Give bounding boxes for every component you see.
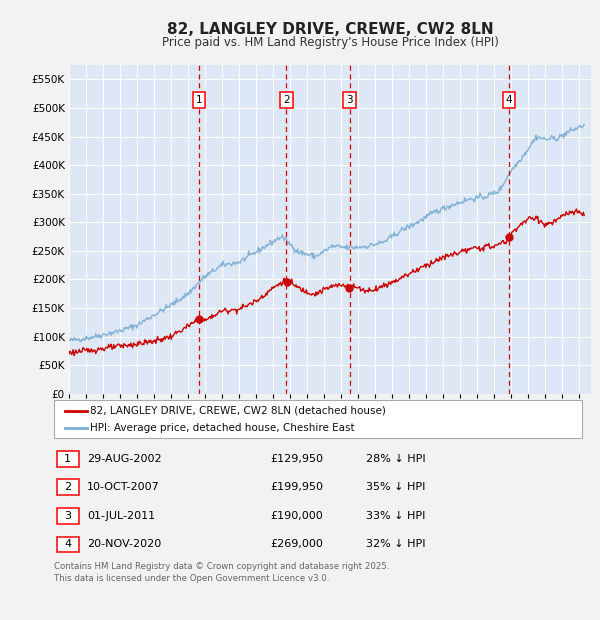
Text: 20-NOV-2020: 20-NOV-2020 [87,539,161,549]
Text: 4: 4 [64,539,71,549]
Text: 32% ↓ HPI: 32% ↓ HPI [366,539,425,549]
Text: 33% ↓ HPI: 33% ↓ HPI [366,511,425,521]
Text: 2: 2 [283,95,290,105]
Text: HPI: Average price, detached house, Cheshire East: HPI: Average price, detached house, Ches… [90,423,355,433]
Text: Price paid vs. HM Land Registry's House Price Index (HPI): Price paid vs. HM Land Registry's House … [161,36,499,49]
Text: 1: 1 [64,454,71,464]
Text: 01-JUL-2011: 01-JUL-2011 [87,511,155,521]
Text: 28% ↓ HPI: 28% ↓ HPI [366,454,425,464]
Text: 82, LANGLEY DRIVE, CREWE, CW2 8LN: 82, LANGLEY DRIVE, CREWE, CW2 8LN [167,22,493,37]
Text: £129,950: £129,950 [270,454,323,464]
Text: 4: 4 [506,95,512,105]
Text: 3: 3 [64,511,71,521]
Text: 35% ↓ HPI: 35% ↓ HPI [366,482,425,492]
Text: Contains HM Land Registry data © Crown copyright and database right 2025.
This d: Contains HM Land Registry data © Crown c… [54,562,389,583]
Text: 29-AUG-2002: 29-AUG-2002 [87,454,161,464]
Text: 1: 1 [196,95,203,105]
Text: 3: 3 [346,95,353,105]
Text: £269,000: £269,000 [270,539,323,549]
Text: 82, LANGLEY DRIVE, CREWE, CW2 8LN (detached house): 82, LANGLEY DRIVE, CREWE, CW2 8LN (detac… [90,405,386,415]
Text: £190,000: £190,000 [270,511,323,521]
Text: £199,950: £199,950 [270,482,323,492]
Text: 10-OCT-2007: 10-OCT-2007 [87,482,160,492]
Text: 2: 2 [64,482,71,492]
